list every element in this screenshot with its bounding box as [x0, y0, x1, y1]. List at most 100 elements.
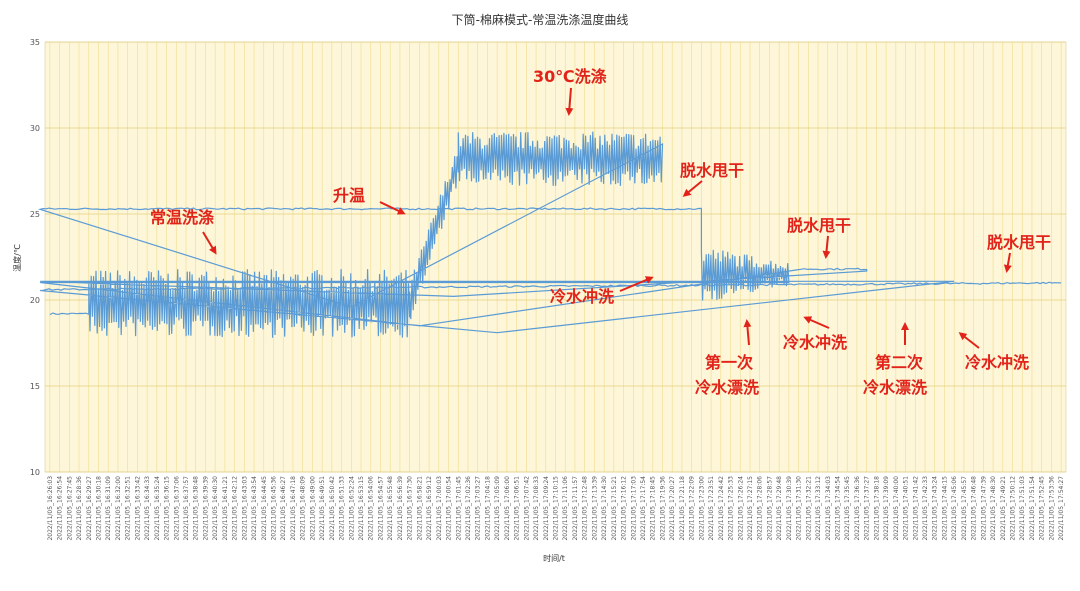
x-tick-label: 2022/11/05_17:36:36	[854, 476, 861, 541]
x-tick-label: 2022/11/05_17:05:09	[494, 476, 501, 541]
x-tick-label: 2022/11/05_17:29:48	[776, 476, 783, 541]
x-tick-label: 2022/11/05_17:45:06	[951, 476, 958, 541]
x-tick-label: 2022/11/05_16:29:27	[86, 476, 93, 541]
y-tick-label: 15	[30, 382, 40, 391]
x-tick-label: 2022/11/05_17:02:36	[465, 476, 472, 541]
x-tick-label: 2022/11/05_17:51:54	[1029, 476, 1036, 541]
x-tick-label: 2022/11/05_16:26:54	[57, 476, 64, 541]
annotation-label: 冷水冲洗	[965, 353, 1029, 372]
x-tick-label: 2022/11/05_16:56:39	[397, 476, 404, 541]
x-tick-label: 2022/11/05_16:34:33	[144, 476, 151, 541]
x-tick-label: 2022/11/05_17:11:57	[572, 476, 579, 541]
annotation-label: 冷水冲洗	[783, 333, 847, 352]
x-tick-label: 2022/11/05_17:40:00	[893, 476, 900, 541]
annotation-arrow	[1003, 252, 1012, 273]
x-tick-label: 2022/11/05_16:38:48	[193, 476, 200, 541]
x-tick-label: 2022/11/05_17:30:39	[786, 476, 793, 541]
x-tick-label: 2022/11/05_17:33:12	[815, 476, 822, 541]
x-tick-label: 2022/11/05_17:13:39	[591, 476, 598, 541]
x-tick-label: 2022/11/05_17:17:54	[640, 476, 647, 541]
x-tick-label: 2022/11/05_17:34:54	[834, 476, 841, 541]
y-axis-ticks: 10 15 20 25 30 35	[30, 38, 40, 477]
x-tick-label: 2022/11/05_17:26:24	[737, 476, 744, 541]
x-tick-label: 2022/11/05_17:03:27	[475, 476, 482, 541]
x-tick-label: 2022/11/05_16:45:36	[271, 476, 278, 541]
x-tick-label: 2022/11/05_17:16:12	[621, 476, 628, 541]
annotation-arrow	[619, 276, 654, 292]
x-tick-label: 2022/11/05_16:26:03	[47, 476, 54, 541]
annotation-arrow	[958, 332, 980, 349]
x-tick-label: 2022/11/05_16:47:18	[290, 476, 297, 541]
x-tick-label: 2022/11/05_16:43:54	[251, 476, 258, 541]
x-tick-label: 2022/11/05_16:33:42	[134, 476, 141, 541]
x-axis-label: 时间/t	[543, 553, 565, 563]
x-tick-label: 2022/11/05_17:34:03	[825, 476, 832, 541]
chart-title: 下筒-棉麻模式-常温洗涤温度曲线	[452, 12, 629, 27]
x-tick-label: 2022/11/05_17:39:09	[883, 476, 890, 541]
x-tick-label: 2022/11/05_17:32:21	[805, 476, 812, 541]
annotation-label: 脱水甩干	[787, 216, 851, 235]
annotations: 常温洗涤升温30℃洗涤脱水甩干冷水冲洗第一次冷水漂洗脱水甩干冷水冲洗第二次冷水漂…	[150, 67, 1051, 397]
x-tick-label: 2022/11/05_17:15:21	[611, 476, 618, 541]
temperature-series-line	[37, 131, 1062, 338]
x-tick-label: 2022/11/05_16:44:45	[261, 476, 268, 541]
x-tick-label: 2022/11/05_17:00:03	[436, 476, 443, 541]
x-tick-label: 2022/11/05_16:59:12	[426, 476, 433, 541]
annotation-arrow	[682, 180, 703, 197]
y-tick-label: 10	[30, 468, 40, 477]
x-tick-label: 2022/11/05_17:23:51	[708, 476, 715, 541]
y-tick-label: 30	[30, 124, 40, 133]
x-tick-label: 2022/11/05_17:06:00	[504, 476, 511, 541]
annotation-arrow	[822, 235, 831, 259]
x-tick-label: 2022/11/05_17:50:12	[1010, 476, 1017, 541]
annotation-label: 第一次	[705, 353, 753, 372]
x-tick-label: 2022/11/05_16:40:30	[212, 476, 219, 541]
x-tick-label: 2022/11/05_17:04:18	[484, 476, 491, 541]
x-tick-label: 2022/11/05_16:31:09	[105, 476, 112, 541]
grid	[45, 41, 1066, 473]
x-tick-label: 2022/11/05_17:49:21	[1000, 476, 1007, 541]
annotation-label: 冷水漂洗	[863, 378, 927, 397]
annotation-label: 30℃洗涤	[533, 67, 607, 86]
x-tick-label: 2022/11/05_17:08:33	[533, 476, 540, 541]
annotation-arrow	[803, 316, 830, 329]
x-tick-label: 2022/11/05_17:22:09	[689, 476, 696, 541]
x-tick-label: 2022/11/05_16:46:27	[280, 476, 287, 541]
x-tick-label: 2022/11/05_17:28:06	[757, 476, 764, 541]
x-tick-label: 2022/11/05_17:18:45	[650, 476, 657, 541]
annotation-arrow	[565, 87, 574, 116]
x-tick-label: 2022/11/05_16:48:09	[300, 476, 307, 541]
x-tick-label: 2022/11/05_16:55:48	[387, 476, 394, 541]
x-tick-label: 2022/11/05_16:36:15	[164, 476, 171, 541]
x-axis-ticks: 2022/11/05_16:26:03 2022/11/05_16:26:54 20…	[47, 476, 1065, 541]
x-tick-label: 2022/11/05_16:52:24	[348, 476, 355, 541]
y-axis-label: 温度/℃	[12, 244, 22, 272]
annotation-label: 脱水甩干	[987, 233, 1051, 252]
x-tick-label: 2022/11/05_17:27:15	[747, 476, 754, 541]
x-tick-label: 2022/11/05_17:46:48	[971, 476, 978, 541]
x-tick-label: 2022/11/05_17:25:33	[728, 476, 735, 541]
y-tick-label: 25	[30, 210, 40, 219]
x-tick-label: 2022/11/05_17:21:18	[679, 476, 686, 541]
x-tick-label: 2022/11/05_17:51:03	[1019, 476, 1026, 541]
x-tick-label: 2022/11/05_17:31:30	[796, 476, 803, 541]
x-tick-label: 2022/11/05_17:17:03	[630, 476, 637, 541]
annotation-label: 冷水漂洗	[695, 378, 759, 397]
x-tick-label: 2022/11/05_16:42:12	[232, 476, 239, 541]
x-tick-label: 2022/11/05_17:14:30	[601, 476, 608, 541]
annotation-arrow	[743, 319, 752, 346]
x-tick-label: 2022/11/05_16:37:06	[173, 476, 180, 541]
x-tick-label: 2022/11/05_16:49:51	[319, 476, 326, 541]
x-tick-label: 2022/11/05_17:12:48	[582, 476, 589, 541]
x-tick-label: 2022/11/05_16:43:03	[241, 476, 248, 541]
x-tick-label: 2022/11/05_16:51:33	[339, 476, 346, 541]
x-tick-label: 2022/11/05_16:58:21	[416, 476, 423, 541]
y-tick-label: 20	[30, 296, 40, 305]
annotation-label: 脱水甩干	[680, 161, 744, 180]
x-tick-label: 2022/11/05_17:07:42	[523, 476, 530, 541]
watermark: 住小帮@西红柿炖番茄	[12, 561, 132, 576]
x-tick-label: 2022/11/05_17:42:33	[922, 476, 929, 541]
x-tick-label: 2022/11/05_16:35:24	[154, 476, 161, 541]
